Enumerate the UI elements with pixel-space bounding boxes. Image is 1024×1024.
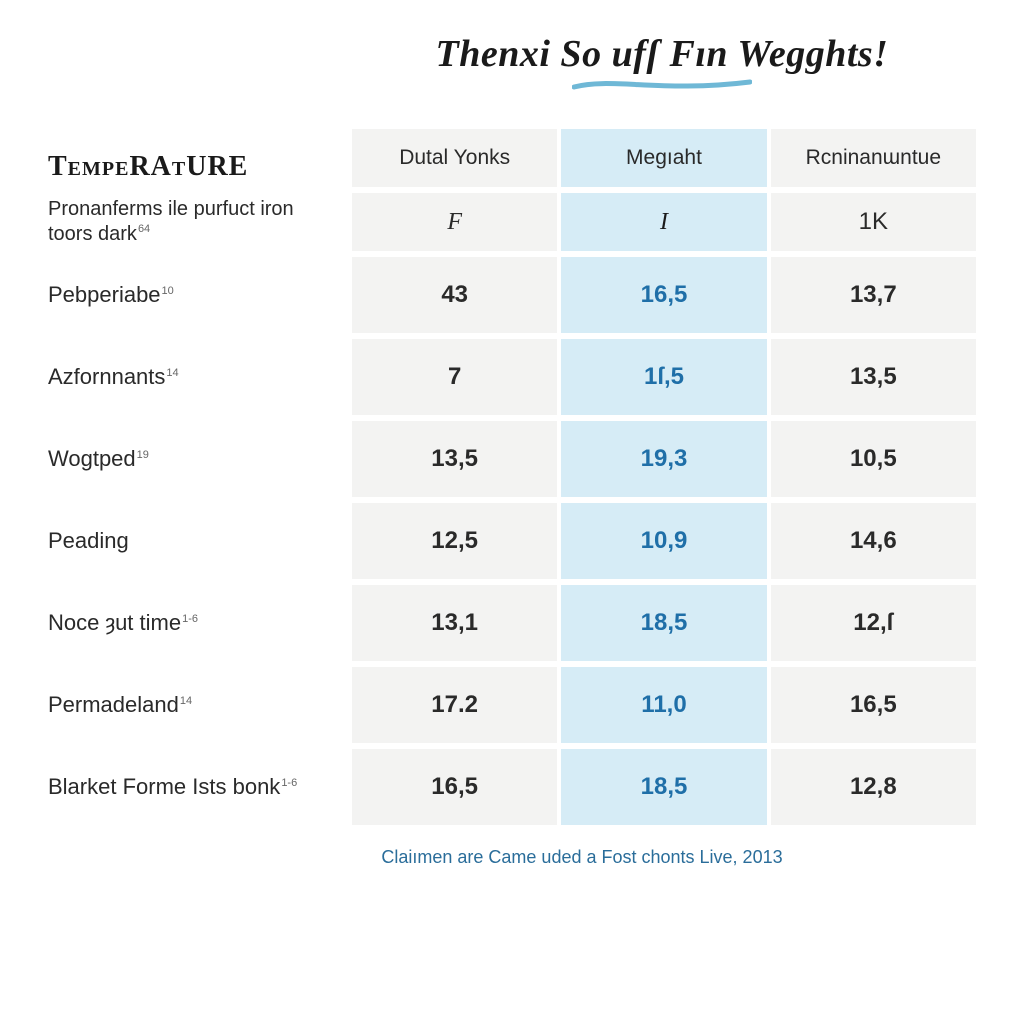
table-cell: 18,5 xyxy=(561,585,766,661)
table-cell: 13,1 xyxy=(352,585,557,661)
table-cell: 16,5 xyxy=(561,257,766,333)
row-label: Blarket Forme Ists bonk1-6 xyxy=(48,774,348,800)
page-title: Thenxi So ufſ Fın Wegghts! xyxy=(348,32,976,76)
table-cell: 11,0 xyxy=(561,667,766,743)
page: Thenxi So ufſ Fın Wegghts! TempeRAtUREDu… xyxy=(0,0,1024,892)
footnote: Claiımen are Came uded a Fost chonts Liv… xyxy=(188,847,976,868)
table-cell: 12,ſ xyxy=(771,585,976,661)
data-table: TempeRAtUREDutal YonksMegıahtRcninanɯntu… xyxy=(48,129,976,825)
table-cell: 1ſ,5 xyxy=(561,339,766,415)
column-unit: F xyxy=(352,193,557,251)
table-cell: 7 xyxy=(352,339,557,415)
table-cell: 12,8 xyxy=(771,749,976,825)
table-cell: 12,5 xyxy=(352,503,557,579)
table-cell: 16,5 xyxy=(352,749,557,825)
table-cell: 17.2 xyxy=(352,667,557,743)
side-subheading: Pronanferms ile purfuct iron toors dark6… xyxy=(48,197,348,247)
row-label: Noce ȝut time1-6 xyxy=(48,610,348,636)
row-label: Pebperiabe10 xyxy=(48,282,348,308)
table-cell: 14,6 xyxy=(771,503,976,579)
row-label: Peading xyxy=(48,528,348,554)
column-unit: I xyxy=(561,193,766,251)
table-cell: 13,5 xyxy=(771,339,976,415)
table-cell: 43 xyxy=(352,257,557,333)
column-unit: 1K xyxy=(771,193,976,251)
table-cell: 16,5 xyxy=(771,667,976,743)
table-cell: 18,5 xyxy=(561,749,766,825)
row-label: Wogtped19 xyxy=(48,446,348,472)
column-header: Megıaht xyxy=(561,129,766,187)
title-block: Thenxi So ufſ Fın Wegghts! xyxy=(348,32,976,97)
table-cell: 13,5 xyxy=(352,421,557,497)
table-cell: 19,3 xyxy=(561,421,766,497)
side-heading: TempeRAtURE xyxy=(48,151,348,187)
column-header: Dutal Yonks xyxy=(352,129,557,187)
table-cell: 10,9 xyxy=(561,503,766,579)
title-underline-swoosh-icon xyxy=(572,78,752,92)
table-cell: 10,5 xyxy=(771,421,976,497)
row-label: Permadeland14 xyxy=(48,692,348,718)
column-header: Rcninanɯntue xyxy=(771,129,976,187)
table-cell: 13,7 xyxy=(771,257,976,333)
row-label: Azfornnants14 xyxy=(48,364,348,390)
